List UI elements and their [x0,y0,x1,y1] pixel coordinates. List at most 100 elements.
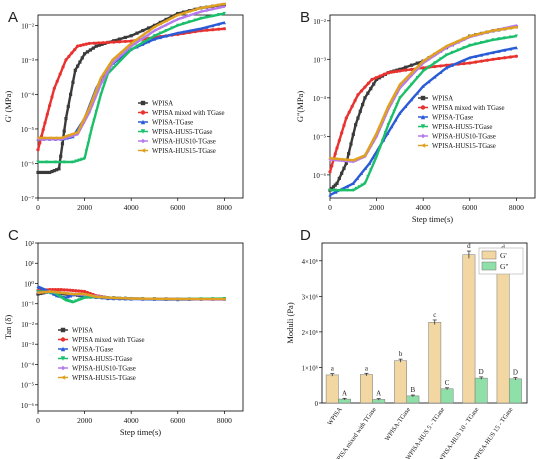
y-tick-label: 10⁻⁶ [21,402,35,410]
data-point [377,146,382,151]
data-point [366,175,370,179]
data-point [361,102,365,107]
x-tick-label: 4000 [416,203,431,212]
data-point [433,53,437,57]
legend-entry-wpisa-mixed-with-tgase: WPISA mixed with TGase [152,110,225,117]
data-point [80,289,84,293]
data-point [205,5,209,9]
bar-g-2 [394,360,407,404]
data-point [88,134,92,138]
data-point [371,155,375,160]
data-point [112,40,116,44]
data-point [392,70,396,74]
y-tick-label: 10¹ [25,260,34,268]
plot-frame [37,14,244,199]
data-point [52,86,56,90]
data-point [55,292,59,297]
data-point [86,142,90,146]
data-point [211,28,215,32]
significance-letter: D [479,368,484,376]
data-point [328,170,332,174]
data-point [85,293,90,297]
data-point [345,158,350,162]
data-point [45,170,49,175]
data-point [89,127,94,131]
data-point [380,139,385,143]
data-point [50,290,55,294]
y-axis-label: Tan (δ) [3,315,13,340]
legend-swatch-marker [420,105,426,110]
legend-swatch-marker [140,138,146,144]
data-point [205,15,209,19]
data-point [337,138,341,143]
legend-swatch [481,250,497,260]
data-point [61,65,65,69]
data-point [211,24,215,28]
x-tick-label: 8000 [509,203,524,212]
data-point [328,156,332,160]
data-point [65,288,69,292]
data-point [181,30,186,34]
data-point [366,91,370,95]
data-point [102,77,106,81]
y-tick-label: 10⁻⁵ [313,133,327,141]
data-point [38,141,42,145]
data-point [91,46,95,50]
series-line-wpisa-mixed-with-tgase [328,55,517,173]
data-point [514,54,518,58]
panel-letter: B [300,9,310,26]
data-point [102,82,106,86]
data-point [117,37,122,41]
data-point [473,54,478,59]
data-point [50,95,54,99]
legend-swatch-marker [60,365,66,371]
data-point [357,156,361,160]
legend-entry-wpisa-hus10-tgase: WPISA-HUS10-TGase [432,134,496,141]
data-point [382,72,386,76]
data-point [485,39,489,43]
data-point [108,62,112,67]
data-point [433,61,437,65]
data-point [456,39,460,43]
data-point [181,15,186,19]
data-point [129,296,133,301]
legend-entry-wpisa-hus5-tgase: WPISA-HUS5-TGase [432,124,492,131]
data-point [176,297,180,301]
data-point [80,56,84,60]
data-point [90,99,94,103]
data-point [115,54,119,58]
data-point [427,65,431,69]
data-point [205,28,209,32]
data-point [444,53,449,57]
data-point [497,56,501,61]
data-point [55,294,59,298]
data-point [340,131,344,135]
data-point [60,142,65,146]
data-point [340,171,344,175]
legend-swatch-marker [140,119,146,125]
data-point [120,53,124,57]
data-point [80,157,84,161]
data-point [353,98,357,103]
panel-c: C 0 2000 4000 6000 8000 10⁻⁶ 10⁻⁵ 10⁻⁴ 10⁻³ 10⁻² 10… [3,227,244,437]
data-point [106,296,110,300]
data-point [59,291,63,295]
legend-entry-wpisa-hus10-tgase: WPISA-HUS10-TGase [72,366,136,373]
y-tick-label: 10⁻² [21,321,34,329]
data-point [36,160,40,164]
data-point [404,89,408,93]
data-point [59,136,63,140]
x-tick-label: 0 [36,203,40,212]
data-point [94,295,98,299]
data-point [56,290,60,295]
data-point [363,153,367,158]
plot-frame [329,14,536,199]
data-point [74,292,78,296]
y-tick-label: 10⁻⁵ [21,126,35,134]
legend-entry-wpisa-hus15-tgase: WPISA-HUS15-TGase [432,143,496,150]
data-point [334,157,338,161]
data-point [82,52,87,56]
data-point [99,92,103,97]
data-point [105,67,109,71]
data-point [491,38,495,42]
